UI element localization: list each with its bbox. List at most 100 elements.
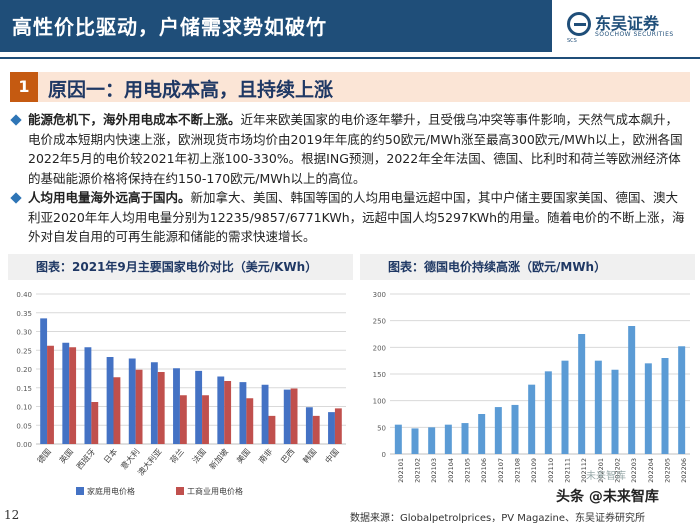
bar [644,363,652,454]
bar [69,347,77,444]
chart-title: 图表：2021年9月主要国家电价对比（美元/KWh） [8,254,353,280]
bar [305,407,313,444]
x-tick-label: 202107 [497,458,505,483]
bar [461,423,469,454]
bullet-item: 能源危机下，海外用电成本不断上涨。近年来欧美国家的电价逐年攀升，且受俄乌冲突等事… [10,110,687,188]
section-heading: 1 原因一：用电成本高，且持续上涨 [10,72,690,102]
bar [478,414,486,454]
x-tick-label: 202103 [430,458,438,483]
bar [128,358,136,444]
diamond-bullet-icon [10,114,22,126]
y-tick-label: 0 [382,451,386,459]
bar [47,345,54,444]
x-tick-label: 荷兰 [168,446,186,465]
bar [578,334,586,454]
page-title: 高性价比驱动，户储需求势如破竹 [12,15,327,39]
bar [179,395,187,444]
bullet-lead: 人均用电量海外远高于国内。 [28,190,191,205]
bar [428,427,436,454]
bar [202,395,209,444]
y-tick-label: 0.30 [16,329,32,337]
bar [594,360,602,454]
x-tick-label: 202109 [530,458,538,483]
bar [328,412,335,444]
x-tick-label: 202201 [597,458,605,483]
bar [561,360,569,454]
bar [268,415,276,444]
x-tick-label: 西班牙 [74,446,97,471]
bar [628,326,636,454]
x-tick-label: 中国 [323,446,341,465]
x-tick-label: 202206 [680,458,688,483]
bar [150,362,158,444]
bar [544,371,552,454]
x-tick-label: 202202 [614,458,622,483]
x-tick-label: 202106 [480,458,488,483]
bar [239,382,247,444]
company-logo: 东吴证券 SOOCHOW SECURITIES SCS [565,8,695,48]
germany-price-trend-chart: 图表：德国电价持续高涨（欧元/MWh） 0 50 100 150 200 250 300 20… [360,254,695,502]
bar [290,388,298,444]
y-tick-label: 250 [373,318,386,326]
bullet-list: 能源危机下，海外用电成本不断上涨。近年来欧美国家的电价逐年攀升，且受俄乌冲突等事… [10,110,687,247]
bullet-lead: 能源危机下，海外用电成本不断上涨。 [28,112,241,127]
x-tick-label: 意大利 [118,446,141,471]
chart-title: 图表：德国电价持续高涨（欧元/MWh） [360,254,695,280]
bar [511,404,519,454]
x-tick-label: 韩国 [301,446,319,465]
bullet-body: 新加拿大、美国、韩国等国的人均用电量远超中国，其中户储主要国家美国、德国、澳大利… [28,190,685,244]
x-tick-label: 202203 [630,458,638,483]
x-tick-label: 新加坡 [207,446,230,471]
section-title: 原因一：用电成本高，且持续上涨 [48,79,334,101]
bullet-body: 近年来欧美国家的电价逐年攀升，且受俄乌冲突等事件影响，天然气成本飙升，电价成本短… [28,112,683,186]
x-tick-label: 德国 [35,446,53,465]
bar [246,398,254,444]
y-tick-label: 0.40 [16,291,32,299]
bar [157,372,165,444]
bar [494,407,502,454]
bar [678,346,686,454]
logo-english-name: SOOCHOW SECURITIES [595,31,674,38]
x-tick-label: 202205 [664,458,672,483]
y-tick-label: 0.15 [16,385,32,393]
x-tick-label: 202108 [514,458,522,483]
bar [283,389,291,444]
y-tick-label: 200 [373,344,386,352]
bar [106,357,114,444]
header-bar: 高性价比驱动，户储需求势如破竹 [0,0,552,52]
y-tick-label: 300 [373,291,386,299]
legend-label: 家庭用电价格 [87,486,135,496]
bar [261,384,269,444]
y-tick-label: 0.25 [16,347,32,355]
y-tick-label: 50 [377,424,386,432]
y-tick-label: 0.05 [16,422,32,430]
bar [611,369,619,454]
bar [84,347,92,444]
x-tick-label: 202110 [547,458,555,483]
x-tick-label: 美国 [234,446,252,465]
bar [195,370,203,444]
legend-swatch [176,487,184,495]
x-tick-label: 巴西 [279,447,296,465]
chart-2-svg: 0 50 100 150 200 250 300 202101 202102 202103 2021… [373,291,690,483]
bar [135,369,143,444]
x-tick-label: 英国 [57,446,75,465]
y-tick-label: 0.10 [16,404,32,412]
logo-abbrev: SCS [567,38,577,44]
bar [173,368,180,444]
electricity-price-comparison-chart: 图表：2021年9月主要国家电价对比（美元/KWh） 0.00 0.05 0.10 0… [8,254,353,502]
x-tick-label: 202112 [580,458,588,483]
x-tick-label: 202204 [647,458,655,483]
logo-name: 东吴证券 [595,14,660,33]
y-tick-label: 0.35 [16,310,32,318]
bullet-item: 人均用电量海外远高于国内。新加拿大、美国、韩国等国的人均用电量远超中国，其中户储… [10,188,687,247]
x-tick-label: 澳大利亚 [135,446,163,477]
x-tick-label: 法国 [190,446,208,465]
x-tick-label: 日本 [101,446,119,465]
bar [528,384,536,454]
bar [40,318,48,444]
bar [444,424,452,454]
bar [661,358,669,454]
watermark-small: 未来智库 [586,471,626,482]
bar [411,428,419,454]
